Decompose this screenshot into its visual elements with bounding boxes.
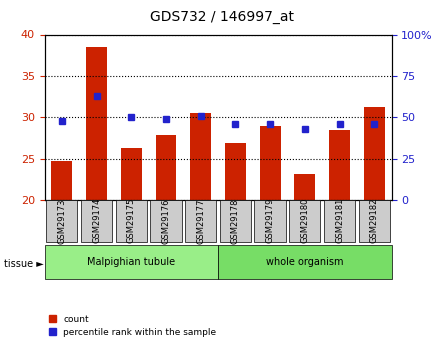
Text: GSM29181: GSM29181	[335, 198, 344, 244]
Text: Malpighian tubule: Malpighian tubule	[87, 257, 175, 267]
FancyBboxPatch shape	[218, 245, 392, 279]
Text: GSM29174: GSM29174	[92, 198, 101, 244]
FancyBboxPatch shape	[255, 200, 286, 242]
Text: tissue ►: tissue ►	[4, 259, 44, 269]
Text: GSM29175: GSM29175	[127, 198, 136, 244]
Text: GSM29173: GSM29173	[57, 198, 66, 244]
Bar	[329, 130, 350, 345]
Bar	[86, 47, 107, 345]
Legend: count, percentile rank within the sample: count, percentile rank within the sample	[49, 315, 217, 337]
Bar	[121, 148, 142, 345]
FancyBboxPatch shape	[359, 200, 390, 242]
Bar	[156, 135, 176, 345]
Text: GDS732 / 146997_at: GDS732 / 146997_at	[150, 10, 295, 24]
Bar	[225, 143, 246, 345]
FancyBboxPatch shape	[185, 200, 216, 242]
Text: GSM29179: GSM29179	[266, 198, 275, 244]
Text: GSM29177: GSM29177	[196, 198, 205, 244]
Bar	[295, 174, 315, 345]
Text: GSM29182: GSM29182	[370, 198, 379, 244]
Text: whole organism: whole organism	[266, 257, 344, 267]
Text: GSM29178: GSM29178	[231, 198, 240, 244]
FancyBboxPatch shape	[324, 200, 355, 242]
FancyBboxPatch shape	[81, 200, 112, 242]
FancyBboxPatch shape	[44, 245, 218, 279]
FancyBboxPatch shape	[116, 200, 147, 242]
Bar	[364, 107, 384, 345]
FancyBboxPatch shape	[220, 200, 251, 242]
Text: GSM29176: GSM29176	[162, 198, 170, 244]
Bar	[190, 113, 211, 345]
FancyBboxPatch shape	[150, 200, 182, 242]
FancyBboxPatch shape	[46, 200, 77, 242]
Bar	[52, 161, 72, 345]
FancyBboxPatch shape	[289, 200, 320, 242]
Text: GSM29180: GSM29180	[300, 198, 309, 244]
Bar	[260, 126, 280, 345]
